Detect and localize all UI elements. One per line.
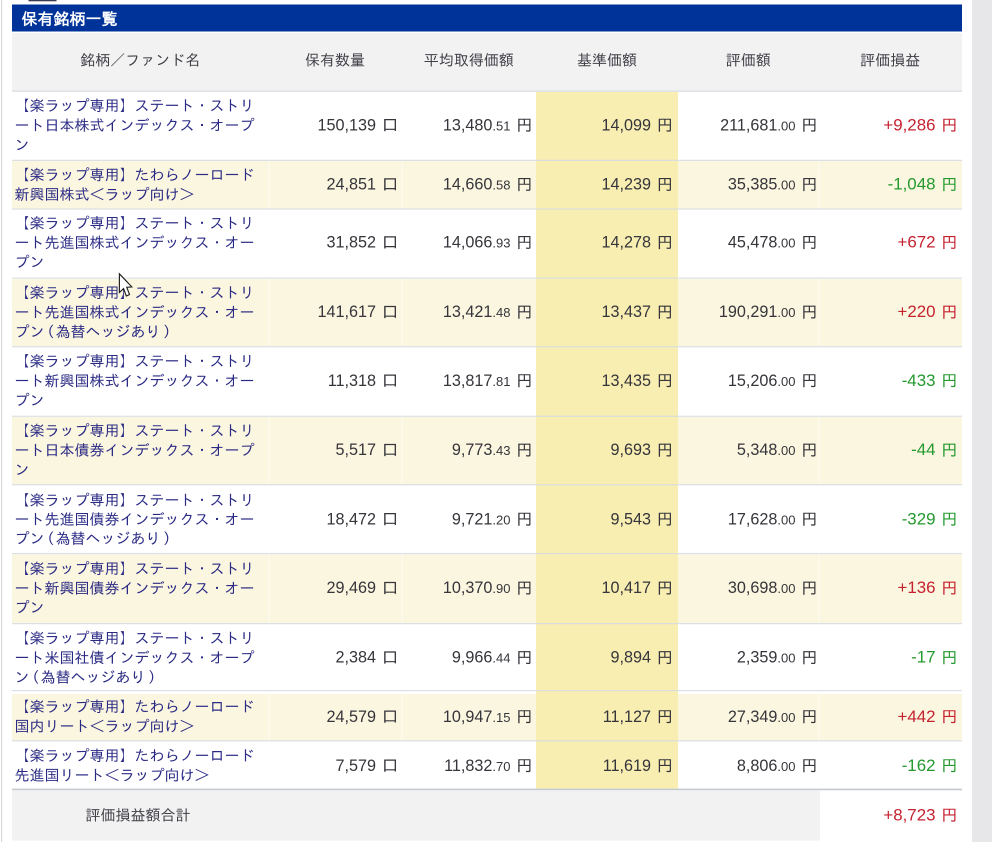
svg-text:-1,048: -1,048 [888, 175, 936, 194]
svg-text:+220: +220 [897, 302, 935, 321]
svg-text:14,660.58: 14,660.58 [443, 176, 511, 194]
svg-text:-329: -329 [902, 509, 936, 528]
svg-text:29,469: 29,469 [326, 579, 376, 597]
svg-text:11,127: 11,127 [603, 708, 651, 726]
svg-text:-433: -433 [902, 371, 936, 390]
svg-text:13,817.81: 13,817.81 [443, 372, 511, 390]
svg-text:15,206.00: 15,206.00 [728, 372, 796, 390]
svg-text:5,517: 5,517 [335, 441, 376, 459]
svg-text:141,617: 141,617 [317, 303, 376, 321]
svg-text:14,278: 14,278 [601, 234, 651, 252]
svg-text:9,543: 9,543 [610, 510, 651, 528]
svg-text:2,359.00: 2,359.00 [737, 649, 796, 667]
svg-text:10,370.90: 10,370.90 [443, 579, 511, 597]
svg-text:-162: -162 [902, 756, 936, 775]
svg-text:24,851: 24,851 [326, 176, 376, 194]
svg-text:10,417: 10,417 [601, 579, 651, 597]
svg-text:150,139: 150,139 [317, 116, 376, 134]
svg-text:8,806.00: 8,806.00 [737, 757, 796, 775]
svg-text:11,619: 11,619 [603, 757, 651, 775]
svg-text:-17: -17 [911, 648, 935, 667]
svg-text:+136: +136 [897, 578, 935, 597]
svg-text:30,698.00: 30,698.00 [728, 579, 796, 597]
svg-text:14,239: 14,239 [601, 176, 651, 194]
svg-text:13,480.51: 13,480.51 [443, 116, 511, 134]
svg-text:13,435: 13,435 [601, 372, 651, 390]
svg-text:+442: +442 [897, 707, 935, 726]
svg-text:18,472: 18,472 [326, 510, 376, 528]
svg-text:14,099: 14,099 [601, 116, 651, 134]
svg-text:9,966.44: 9,966.44 [452, 649, 511, 667]
svg-text:+672: +672 [897, 233, 935, 252]
svg-text:31,852: 31,852 [326, 234, 376, 252]
svg-text:17,628.00: 17,628.00 [728, 510, 796, 528]
svg-text:9,693: 9,693 [610, 441, 651, 459]
svg-text:13,437: 13,437 [601, 303, 651, 321]
svg-text:2,384: 2,384 [335, 649, 376, 667]
svg-text:11,832.70: 11,832.70 [444, 757, 510, 775]
svg-text:9,773.43: 9,773.43 [452, 441, 511, 459]
svg-text:24,579: 24,579 [326, 708, 376, 726]
svg-text:14,066.93: 14,066.93 [443, 234, 511, 252]
svg-text:10,947.15: 10,947.15 [443, 708, 511, 726]
svg-text:9,721.20: 9,721.20 [452, 510, 511, 528]
svg-text:11,318: 11,318 [328, 372, 376, 390]
svg-text:-44: -44 [911, 440, 935, 459]
svg-text:9,894: 9,894 [610, 649, 651, 667]
svg-text:5,348.00: 5,348.00 [737, 441, 796, 459]
svg-text:27,349.00: 27,349.00 [728, 708, 796, 726]
svg-text:35,385.00: 35,385.00 [728, 176, 796, 194]
svg-text:211,681.00: 211,681.00 [720, 116, 795, 134]
svg-text:+9,286: +9,286 [883, 115, 935, 134]
svg-text:7,579: 7,579 [335, 757, 376, 775]
svg-text:13,421.48: 13,421.48 [443, 303, 511, 321]
svg-text:+8,723: +8,723 [883, 805, 935, 824]
svg-text:190,291.00: 190,291.00 [719, 303, 796, 321]
svg-text:45,478.00: 45,478.00 [728, 234, 796, 252]
